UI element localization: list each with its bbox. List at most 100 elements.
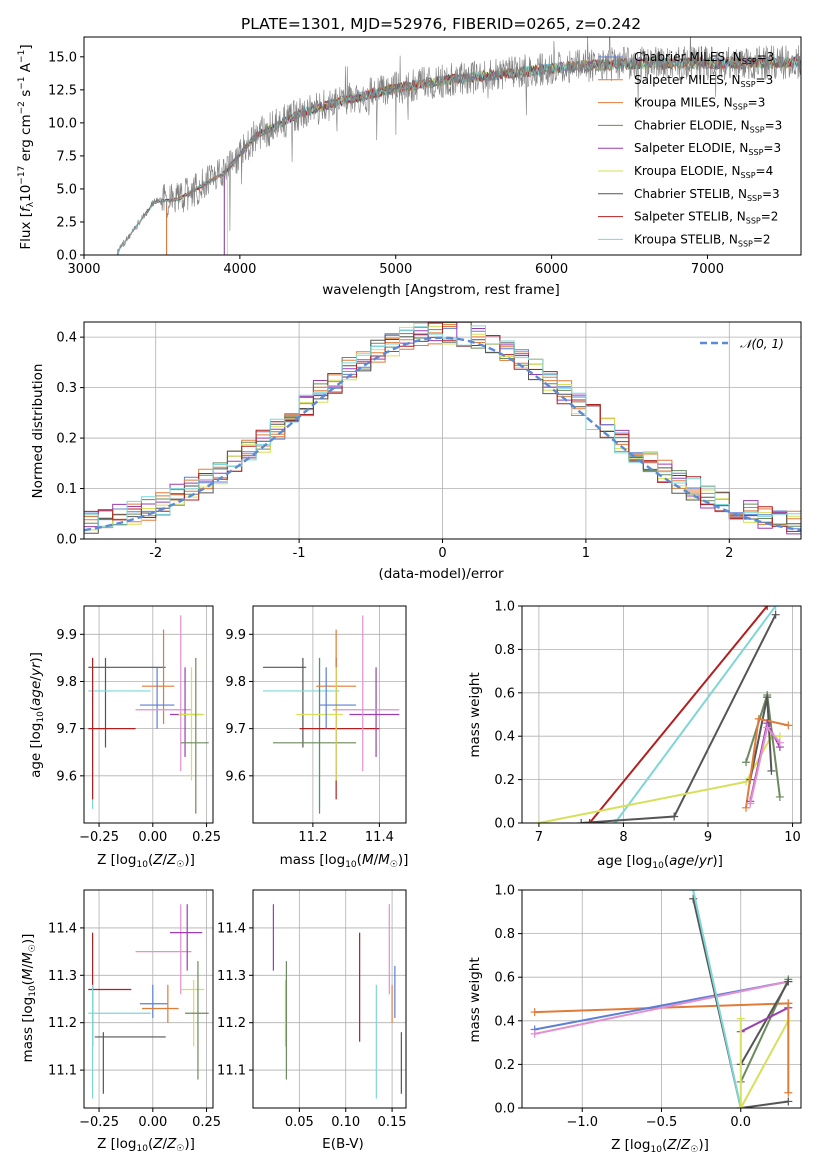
spectrum-xlabel: wavelength [Angstrom, rest frame] (322, 282, 560, 298)
x-tick-label: 7000 (691, 262, 724, 277)
y-tick-label: 0.2 (56, 432, 77, 447)
x-tick-label: 1 (582, 546, 590, 561)
weight-age-ylabel: mass weight (467, 672, 483, 757)
residual-histogram (84, 325, 801, 536)
y-tick-label: 0.2 (494, 773, 515, 788)
y-tick-label: 15.0 (48, 50, 77, 65)
point-marker (784, 999, 793, 1008)
point-marker (767, 766, 776, 775)
x-tick-label: 11.4 (365, 830, 394, 845)
age-vs-mass-points (262, 615, 400, 814)
age-vs-Z-points (88, 615, 209, 814)
point-marker (530, 1008, 539, 1017)
legend-entry: Chabrier STELIB, NSSP=3 (634, 187, 780, 203)
y-tick-label: 0.0 (494, 817, 515, 832)
x-tick-label: 6000 (535, 262, 568, 277)
weight-line (739, 1020, 790, 1108)
y-tick-label: 0.6 (494, 686, 515, 701)
age-vs-Z-axes: −0.25 0.00 0.25 9.6 9.7 9.8 9.9 (56, 606, 221, 845)
age-vs-mass-axes: 11.2 11.4 9.6 9.7 9.8 9.9 (225, 606, 406, 845)
y-tick-label: 0.6 (494, 971, 515, 986)
x-tick-label: 5000 (379, 262, 412, 277)
y-tick-label: 11.3 (217, 969, 246, 984)
weight-z-xlabel: Z [log10(Z/Z☉)] (611, 1137, 709, 1155)
point-marker (689, 890, 698, 894)
y-tick-label: 11.2 (217, 1016, 246, 1031)
spectrum-title: PLATE=1301, MJD=52976, FIBERID=0265, z=0… (241, 15, 641, 33)
point-marker (670, 812, 679, 821)
age-z-ylabel: age [log10(age/yr)] (28, 652, 46, 778)
weight-vs-age-lines (534, 606, 793, 823)
x-tick-label: −0.25 (79, 830, 119, 845)
y-tick-label: 1.0 (494, 600, 515, 615)
point-marker (784, 977, 793, 986)
weight-z-ylabel: mass weight (467, 957, 483, 1042)
point-marker (736, 1014, 745, 1023)
y-tick-label: 11.4 (217, 921, 246, 936)
y-tick-label: 0.4 (494, 730, 515, 745)
x-tick-label: −1.0 (566, 1115, 598, 1130)
y-tick-label: 9.9 (225, 628, 246, 643)
y-tick-label: 10.0 (48, 116, 77, 131)
weight-vs-Z-frame (521, 889, 802, 1109)
weight-line (692, 898, 789, 1108)
point-marker (530, 1029, 539, 1038)
weight-vs-age-axes: 7 8 9 10 0.0 0.2 0.4 0.6 0.8 1.0 (494, 600, 801, 845)
legend-entry: Salpeter ELODIE, NSSP=3 (634, 141, 781, 157)
spectrum-ylabel: Flux [fλ10−17 erg cm−2 s−1 A−1] (17, 44, 36, 249)
mass-ebv-xlabel: E(B-V) (322, 1136, 364, 1152)
y-tick-label: 7.5 (56, 149, 77, 164)
point-marker (746, 799, 755, 808)
x-tick-label: 0.15 (378, 1115, 407, 1130)
residual-histogram (84, 322, 801, 538)
x-tick-label: 7 (535, 830, 543, 845)
x-tick-label: 0.0 (730, 1115, 751, 1130)
y-tick-label: 11.3 (48, 969, 77, 984)
point-marker (534, 819, 543, 823)
x-tick-label: 11.2 (298, 830, 327, 845)
x-tick-label: −0.5 (646, 1115, 678, 1130)
y-tick-label: 0.8 (494, 927, 515, 942)
y-tick-label: 9.7 (56, 722, 77, 737)
y-tick-label: 0.0 (494, 1102, 515, 1117)
weight-vs-Z-lines (530, 890, 793, 1108)
legend-entry: Chabrier ELODIE, NSSP=3 (634, 118, 782, 134)
age-z-xlabel: Z [log10(Z/Z☉)] (97, 852, 195, 870)
spectrum-lines (115, 37, 801, 255)
legend-entry: Salpeter MILES, NSSP=3 (634, 73, 773, 89)
spectrum-axes: 3000 4000 5000 6000 7000 0.0 2.5 5.0 7.5 10.0 12.5… (48, 50, 724, 277)
point-marker (577, 819, 586, 823)
y-tick-label: 12.5 (48, 83, 77, 98)
age-mass-xlabel: mass [log10(M/M☉)] (280, 852, 409, 870)
x-tick-label: 0.10 (331, 1115, 360, 1130)
weight-vs-age-frame (521, 605, 802, 824)
residuals-frame (83, 321, 802, 540)
y-tick-label: 0.0 (56, 249, 77, 264)
model-spectrum-line (117, 55, 801, 255)
point-marker (763, 693, 772, 702)
weight-age-xlabel: age [log10(age/yr)] (597, 853, 723, 871)
y-tick-label: 0.8 (494, 643, 515, 658)
normal-reference-curve (84, 336, 801, 532)
point-marker (775, 792, 784, 801)
legend-entry: Chabrier MILES, NSSP=3 (634, 50, 774, 66)
age-vs-Z-frame (83, 605, 214, 824)
y-tick-label: 11.2 (48, 1016, 77, 1031)
residuals-xlabel: (data-model)/error (378, 566, 504, 582)
weight-line (588, 606, 768, 823)
y-tick-label: 2.5 (56, 215, 77, 230)
mass-vs-Z-frame (83, 889, 214, 1109)
y-tick-label: 9.6 (56, 769, 77, 784)
y-tick-label: 11.4 (48, 921, 77, 936)
age-vs-mass-frame (252, 605, 407, 824)
x-tick-label: 0.00 (138, 830, 167, 845)
residual-histograms (84, 322, 801, 539)
y-tick-label: 0.0 (56, 533, 77, 548)
point-marker (763, 606, 772, 610)
weight-line (692, 890, 742, 1108)
point-marker (771, 606, 780, 610)
point-marker (736, 1104, 745, 1108)
residuals-axes: -2 -1 0 1 2 0.0 0.1 0.2 0.3 0.4 (56, 322, 801, 561)
model-spectrum-line (226, 56, 801, 255)
